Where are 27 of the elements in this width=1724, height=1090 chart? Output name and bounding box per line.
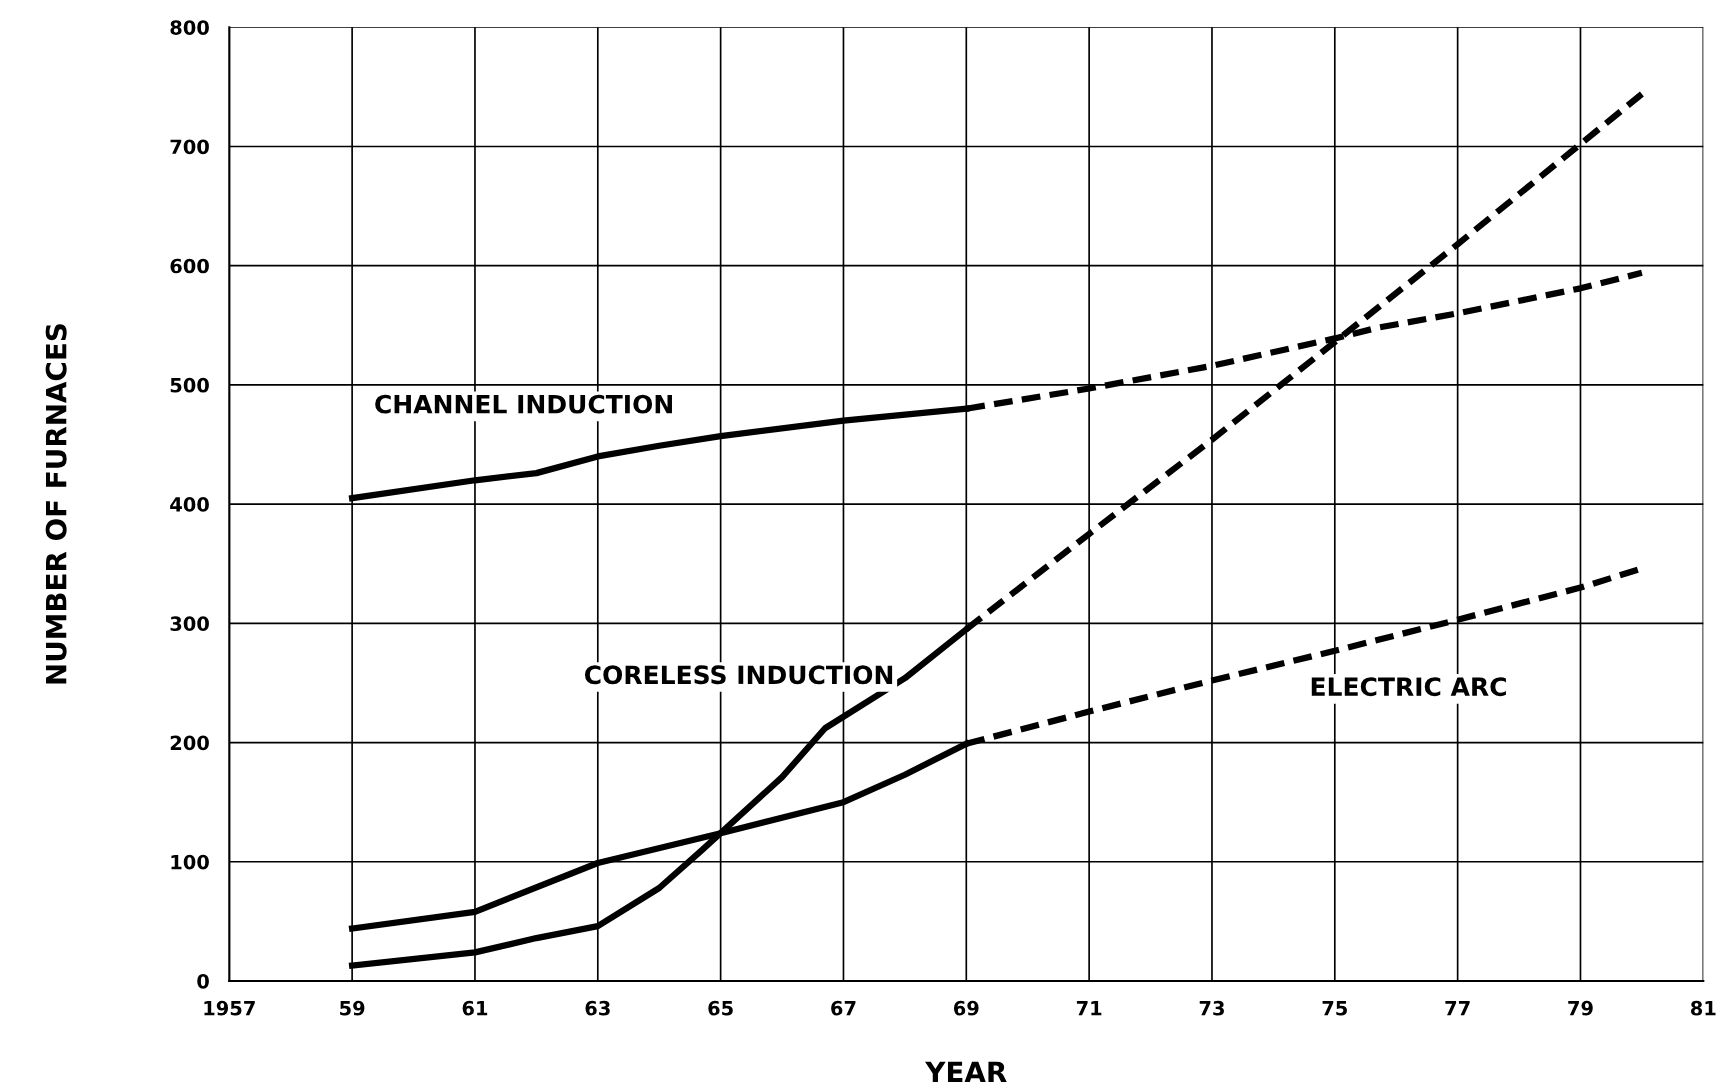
x-tick-label: 65	[708, 1000, 733, 1016]
x-tick-label: 59	[340, 1000, 365, 1016]
x-tick-label: 63	[585, 1000, 610, 1016]
x-tick-label: 1957	[204, 1000, 255, 1016]
y-tick-label: 100	[171, 854, 209, 870]
series-label: CHANNEL INDUCTION	[375, 394, 672, 414]
y-axis-title: NUMBER OF FURNACES	[45, 324, 67, 684]
x-tick-label: 79	[1568, 1000, 1593, 1016]
x-tick-label: 75	[1322, 1001, 1347, 1016]
y-tick-label: 500	[170, 377, 209, 393]
series-label: ELECTRIC ARC	[1311, 677, 1506, 697]
x-tick-label: 71	[1076, 1001, 1102, 1016]
x-axis-title: YEAR	[925, 1061, 1007, 1083]
y-tick-label: 0	[197, 973, 209, 989]
x-tick-label: 73	[1199, 1000, 1224, 1016]
series-label: CORELESS INDUCTION	[584, 665, 893, 685]
y-tick-label: 200	[170, 735, 209, 751]
y-tick-label: 700	[170, 139, 209, 155]
y-tick-label: 800	[170, 20, 209, 35]
x-tick-label: 67	[831, 1000, 856, 1016]
y-tick-label: 400	[170, 497, 209, 512]
x-tick-label: 77	[1445, 1001, 1470, 1016]
y-tick-label: 600	[170, 258, 209, 274]
x-tick-label: 69	[953, 1000, 979, 1016]
x-tick-label: 61	[462, 1000, 488, 1016]
x-tick-label: 81	[1690, 1000, 1716, 1016]
y-tick-label: 300	[170, 616, 209, 632]
